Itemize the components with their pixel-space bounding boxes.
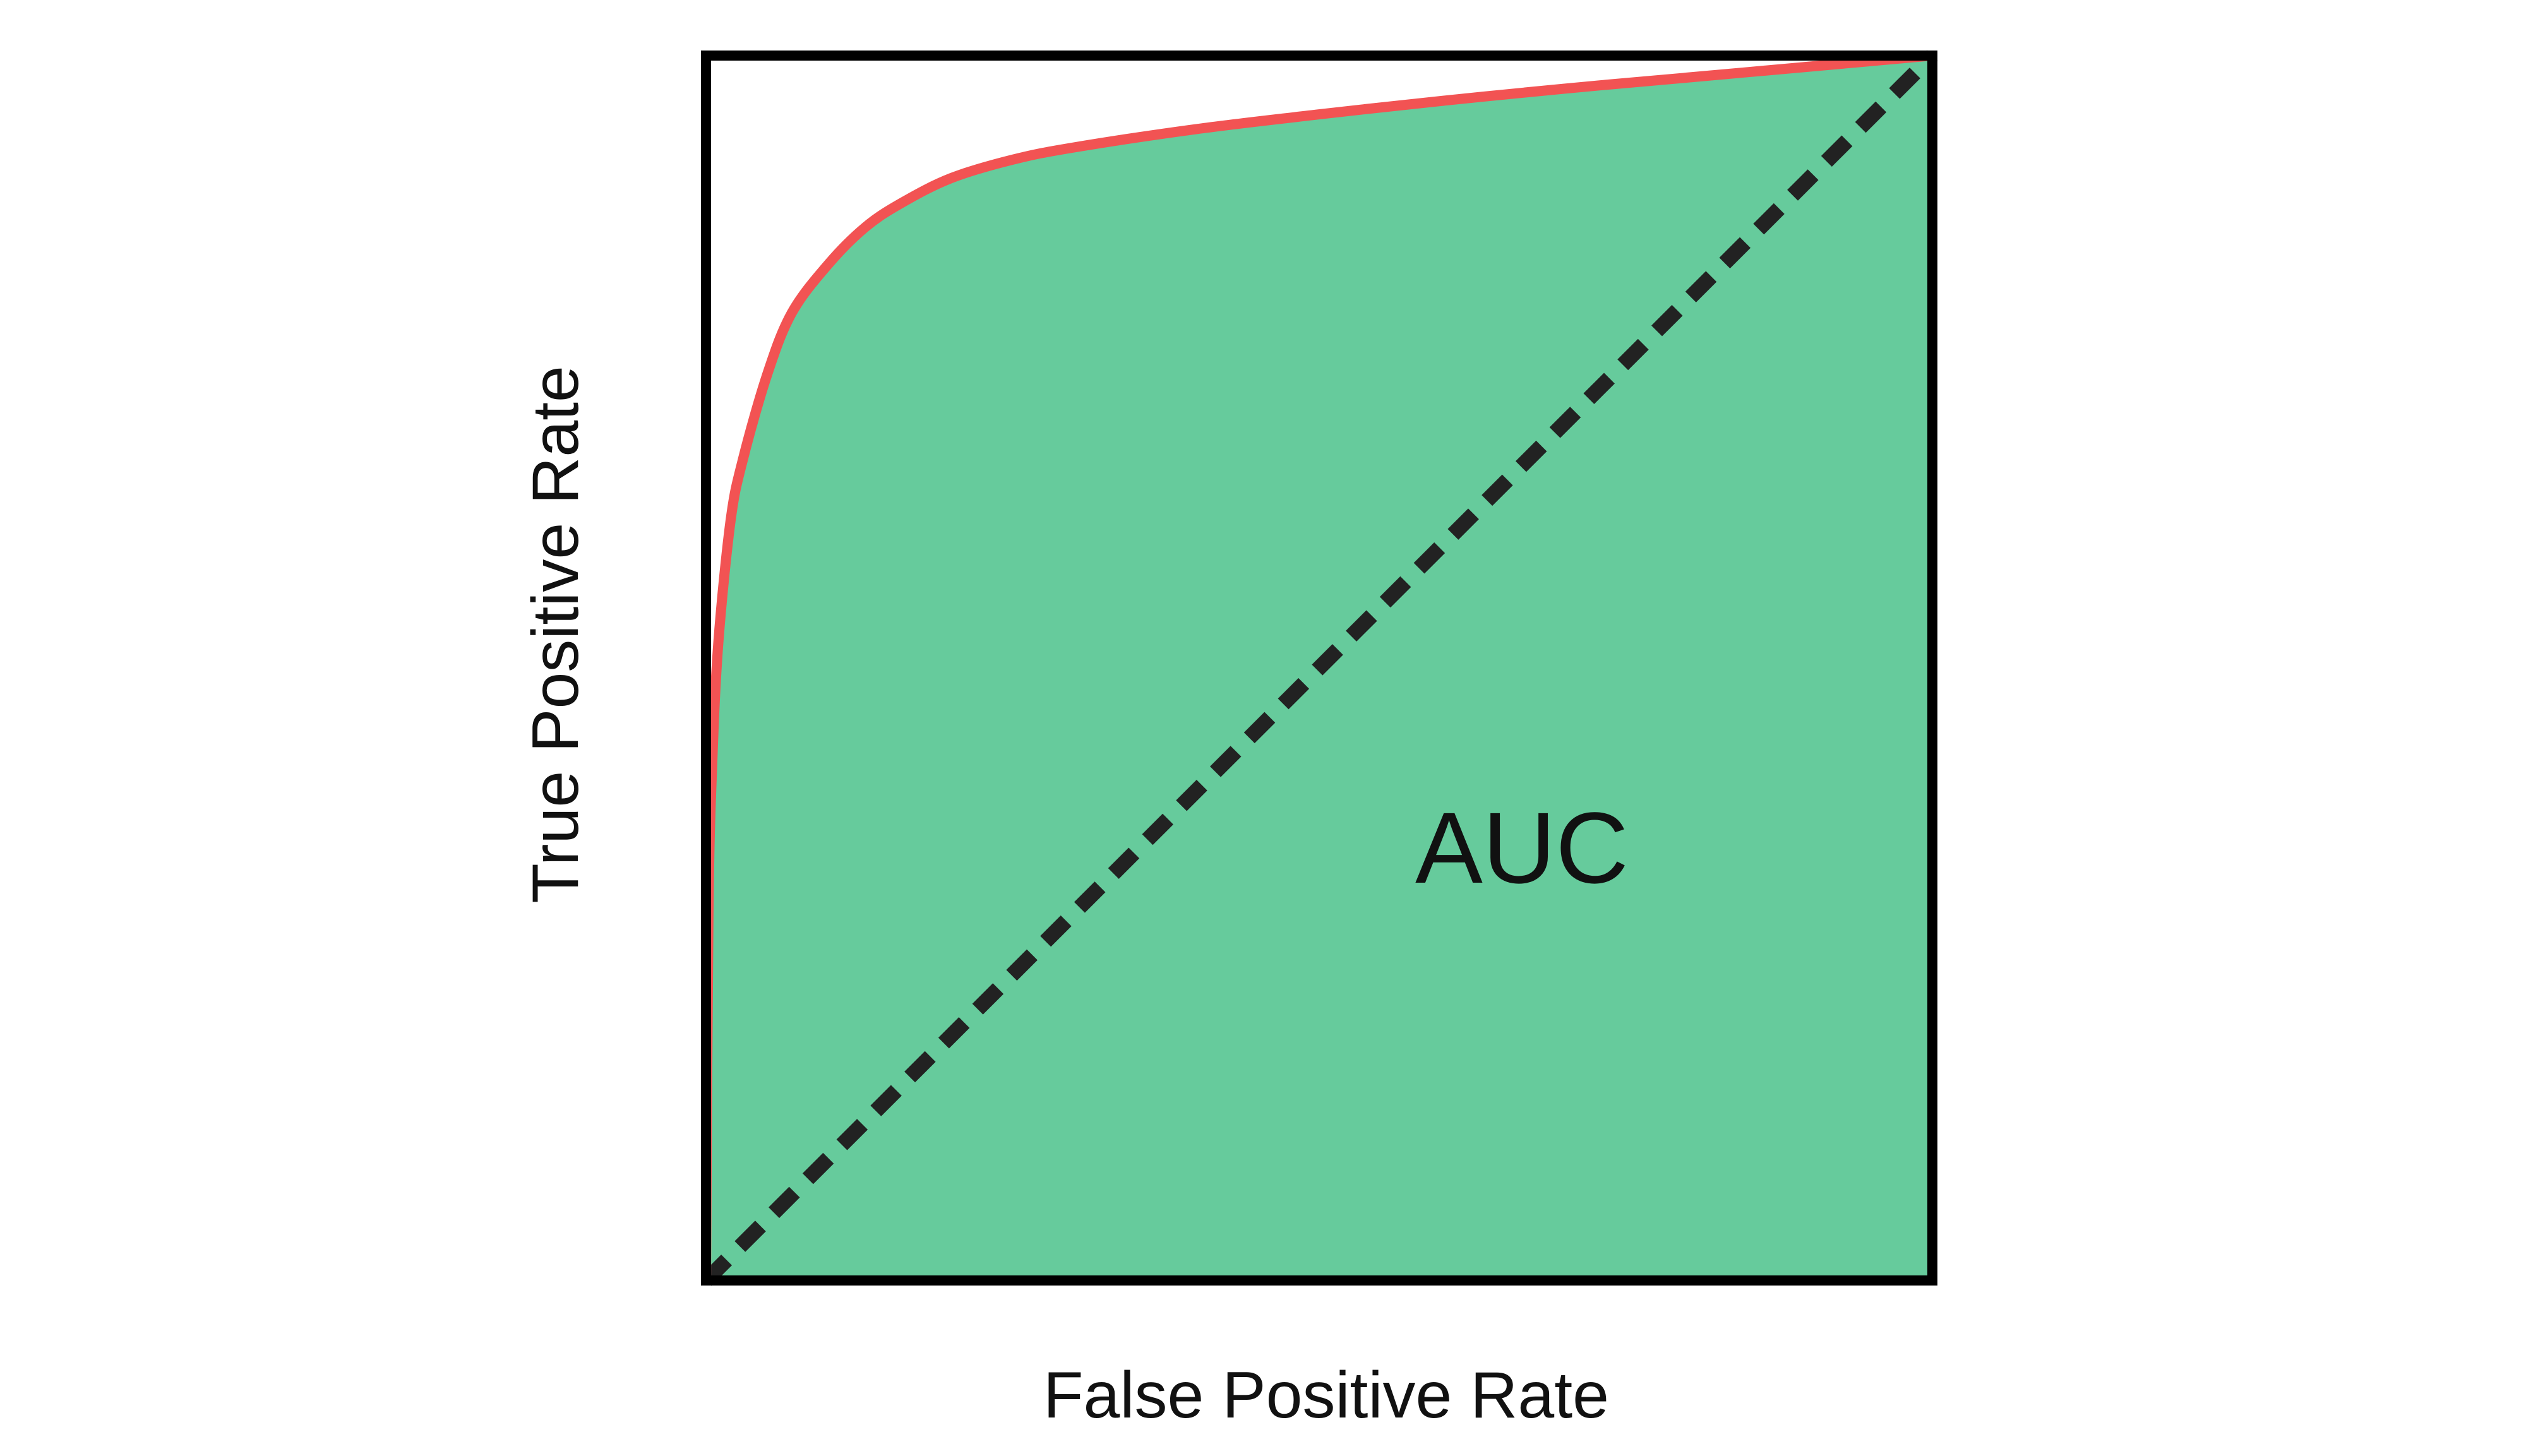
x-axis-label: False Positive Rate — [1043, 1359, 1609, 1432]
y-axis-label: True Positive Rate — [519, 366, 592, 904]
roc-curve-line — [701, 51, 1937, 1286]
auc-annotation: AUC — [1415, 791, 1629, 904]
random-baseline-line — [700, 50, 1938, 1286]
plot-area — [700, 50, 1938, 1286]
plot-frame — [701, 51, 1937, 1286]
